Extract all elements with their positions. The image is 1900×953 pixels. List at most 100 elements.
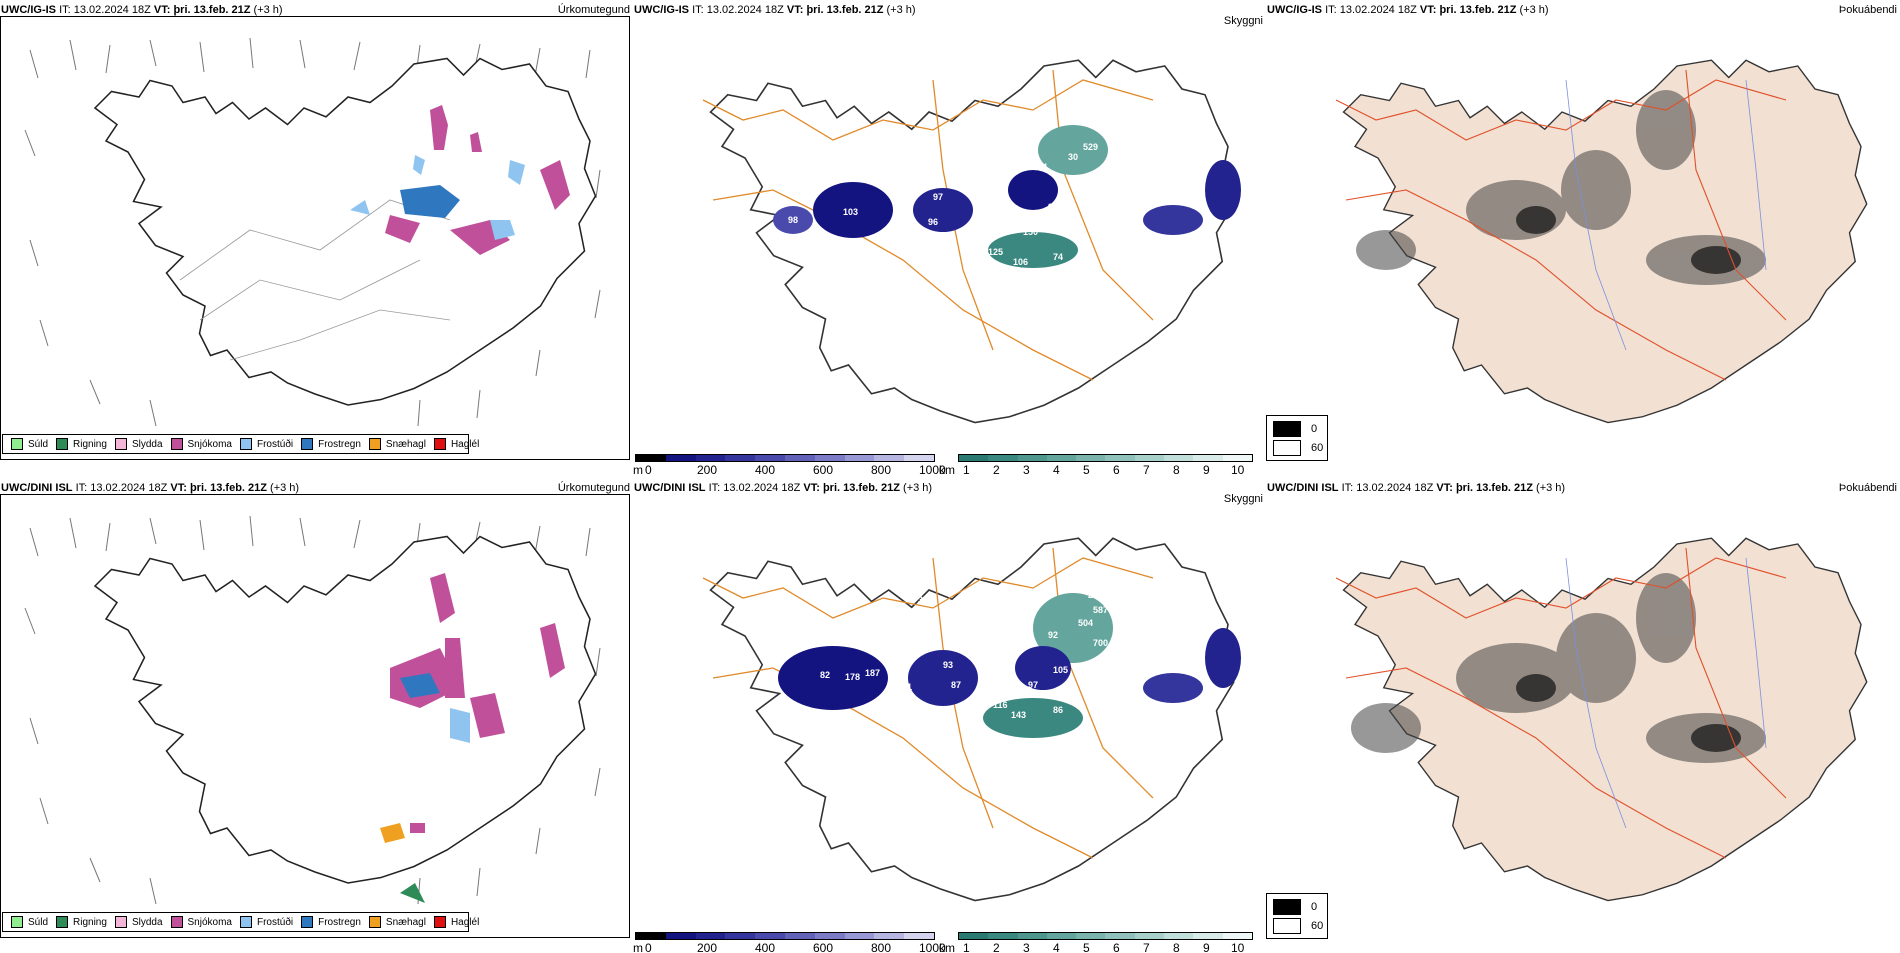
legend-item: Snæhagl bbox=[368, 916, 426, 928]
precip-type-legend: Súld Rigning Slydda Snjókoma Frostúði Fr… bbox=[2, 912, 479, 932]
fog-map bbox=[1335, 59, 1868, 424]
it-value: 13.02.2024 18Z bbox=[706, 4, 784, 16]
vt-value: þri. 13.feb. 21Z bbox=[806, 4, 884, 16]
it-value: 13.02.2024 18Z bbox=[723, 482, 801, 494]
legend-item: Haglél bbox=[433, 916, 479, 928]
panel-title: Skyggni bbox=[1223, 15, 1263, 27]
cloud-label: 700 bbox=[1093, 638, 1108, 648]
legend-item: Frostúði bbox=[239, 916, 293, 928]
cloud-label: 24 bbox=[1173, 645, 1183, 655]
panel-title: Úrkomutegund bbox=[557, 4, 630, 16]
legend-item: Frostúði bbox=[239, 438, 293, 450]
it-value: 13.02.2024 18Z bbox=[73, 4, 151, 16]
model-name: UWC/DINI ISL bbox=[1, 482, 73, 494]
vt-label: VT: bbox=[1436, 482, 1453, 494]
it-value: 13.02.2024 18Z bbox=[1339, 4, 1417, 16]
cloud-label: 80 bbox=[873, 702, 883, 712]
visibility-colorbar bbox=[958, 454, 1253, 462]
cloud-label: 30 bbox=[1068, 152, 1078, 162]
cloud-base-unit: m bbox=[633, 941, 643, 953]
cloud-base-unit: m bbox=[633, 463, 643, 475]
vt-label: VT: bbox=[153, 4, 171, 16]
cloud-label: 109 bbox=[1108, 257, 1123, 267]
cloud-label: 125 bbox=[1113, 710, 1128, 720]
legend-item: Rigning bbox=[56, 438, 107, 450]
cloud-label: 116 bbox=[993, 700, 1008, 710]
cloud-label: 84 bbox=[895, 620, 905, 630]
cloud-label: 36 bbox=[973, 187, 983, 197]
cloud-label: 91 bbox=[1048, 202, 1058, 212]
cloud-label: 587 bbox=[1093, 605, 1108, 615]
vt-label: VT: bbox=[1419, 4, 1437, 16]
vt-value: þri. 13.feb. 21Z bbox=[173, 4, 251, 16]
it-label: IT: bbox=[75, 482, 88, 494]
cloud-label: 187 bbox=[865, 668, 880, 678]
cloud-label: 59 bbox=[1143, 605, 1153, 615]
cloud-label: 529 bbox=[1083, 142, 1098, 152]
cloud-label: 112 bbox=[1108, 688, 1123, 698]
lead-time: (+3 h) bbox=[886, 4, 916, 16]
cloud-label: 93 bbox=[943, 660, 953, 670]
legend-item: Súld bbox=[11, 438, 48, 450]
cloud-label: 36 bbox=[988, 157, 998, 167]
it-label: IT: bbox=[1341, 482, 1354, 494]
cloud-label: 263 bbox=[1088, 590, 1103, 600]
cloud-label: 92 bbox=[1048, 630, 1058, 640]
vt-value: þri. 13.feb. 21Z bbox=[189, 482, 267, 494]
cloud-base-colorbar bbox=[635, 932, 935, 940]
cloud-label: 96 bbox=[928, 217, 938, 227]
precip-map bbox=[24, 515, 601, 905]
cloud-label: 97 bbox=[878, 262, 888, 272]
vt-label: VT: bbox=[170, 482, 187, 494]
cloud-label: 25 bbox=[1003, 157, 1013, 167]
model-name: UWC/IG-IS bbox=[1, 4, 56, 16]
visibility-map: 263 587 504 700 511 59 67 24 92 105 97 8… bbox=[702, 537, 1241, 902]
panel-header: UWC/IG-IS IT: 13.02.2024 18Z VT: þri. 13… bbox=[634, 4, 916, 16]
cloud-label: 511 bbox=[1088, 665, 1103, 675]
cloud-label: 299 bbox=[1073, 112, 1088, 122]
panel-frame bbox=[0, 494, 630, 938]
vt-label: VT: bbox=[786, 4, 804, 16]
cloud-label: 82 bbox=[820, 670, 830, 680]
vt-value: þri. 13.feb. 21Z bbox=[1439, 4, 1517, 16]
cloud-label: 86 bbox=[1053, 705, 1063, 715]
cloud-label: 178 bbox=[845, 672, 860, 682]
panel-title: Þokuábendi bbox=[1838, 4, 1897, 16]
cloud-label: 120 bbox=[893, 670, 908, 680]
cloud-label: 71 bbox=[813, 712, 823, 722]
panel-header: UWC/IG-IS IT: 13.02.2024 18Z VT: þri. 13… bbox=[1267, 4, 1549, 16]
cloud-label: 76 bbox=[823, 257, 833, 267]
legend-item: Frostregn bbox=[301, 438, 361, 450]
cloud-label: 106 bbox=[1013, 257, 1028, 267]
precip-type-legend: Súld Rigning Slydda Snjókoma Frostúði Fr… bbox=[2, 434, 479, 454]
cloud-label: 81 bbox=[1038, 162, 1048, 172]
cloud-label: 111 bbox=[898, 682, 912, 692]
cloud-label: 87 bbox=[951, 680, 961, 690]
model-name: UWC/DINI ISL bbox=[634, 482, 706, 494]
panel-header: UWC/DINI ISL IT: 13.02.2024 18Z VT: þri.… bbox=[634, 482, 932, 494]
precip-map bbox=[24, 37, 601, 427]
lead-time: (+3 h) bbox=[1536, 482, 1566, 494]
panel-header: UWC/DINI ISL IT: 13.02.2024 18Z VT: þri.… bbox=[1267, 482, 1565, 494]
cloud-label: 67 bbox=[1173, 625, 1183, 635]
legend-item: Snæhagl bbox=[368, 438, 426, 450]
it-value: 13.02.2024 18Z bbox=[90, 482, 168, 494]
cloud-label: 504 bbox=[1078, 618, 1093, 628]
it-label: IT: bbox=[708, 482, 721, 494]
cloud-label: 103 bbox=[843, 207, 858, 217]
visibility-panel-row1: UWC/IG-IS IT: 13.02.2024 18Z VT: þri. 13… bbox=[633, 0, 1266, 475]
visibility-map: 299 529 30 385 59 63 109 86 91 150 74 10… bbox=[702, 59, 1241, 424]
visibility-unit: km bbox=[939, 941, 955, 953]
fog-index-legend: 0 60 bbox=[1266, 893, 1328, 939]
cloud-label: 105 bbox=[1053, 665, 1068, 675]
legend-item: Súld bbox=[11, 916, 48, 928]
cloud-label: 59 bbox=[1143, 137, 1153, 147]
cloud-label: 92 bbox=[1003, 640, 1013, 650]
vt-value: þri. 13.feb. 21Z bbox=[822, 482, 900, 494]
fog-map bbox=[1335, 537, 1868, 902]
panel-header: UWC/IG-IS IT: 13.02.2024 18Z VT: þri. 13… bbox=[1, 4, 283, 16]
vt-value: þri. 13.feb. 21Z bbox=[1455, 482, 1533, 494]
panel-frame bbox=[0, 16, 630, 460]
fog-index-panel-row1: UWC/IG-IS IT: 13.02.2024 18Z VT: þri. 13… bbox=[1266, 0, 1900, 475]
legend-item: Snjókoma bbox=[170, 438, 232, 450]
